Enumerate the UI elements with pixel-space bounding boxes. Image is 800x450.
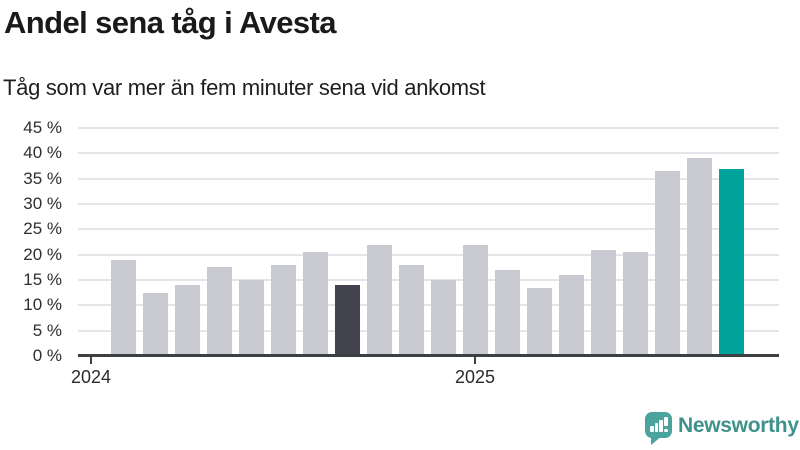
y-tick-label-20: 20 % (23, 244, 62, 264)
chart-title: Andel sena tåg i Avesta (4, 5, 337, 40)
y-tick-label-10: 10 % (23, 295, 62, 315)
gridline-35 (78, 177, 779, 180)
bar-2025-02 (494, 269, 520, 356)
x-tick-2024 (90, 357, 92, 364)
bar-2024-08 (302, 252, 328, 356)
bar-chart: 0 % 5 % 10 % 15 % 20 % 25 % 30 % 35 % 40 % 45 % 2… (0, 118, 800, 398)
bar-2024-09 (334, 285, 360, 356)
gridline-25 (78, 228, 779, 231)
y-tick-label-40: 40 % (23, 143, 62, 163)
bar-2025-04 (558, 274, 584, 356)
y-tick-label-30: 30 % (23, 194, 62, 213)
y-tick-label-15: 15 % (23, 270, 62, 289)
speech-bubble-tail (651, 436, 662, 445)
newsworthy-wordmark: Newsworthy (678, 414, 799, 437)
y-tick-label-25: 25 % (23, 219, 62, 239)
x-tick-label-2024: 2024 (70, 367, 112, 387)
bar-2024-03 (142, 292, 168, 356)
bar-2024-02 (110, 259, 136, 356)
bar-2024-05 (206, 267, 232, 356)
gridline-45 (78, 127, 779, 129)
y-tick-label-45: 45 % (23, 118, 62, 137)
newsworthy-chart-bubble-icon (645, 412, 672, 438)
chart-subtitle: Tåg som var mer än fem minuter sena vid … (3, 75, 486, 100)
gridline-20 (78, 253, 779, 256)
bar-2025-03 (526, 287, 552, 356)
gridline-5 (78, 329, 779, 332)
x-tick-label-2025: 2025 (454, 367, 496, 387)
x-axis-line (78, 354, 779, 357)
bar-2024-12 (430, 280, 456, 356)
y-tick-label-35: 35 % (23, 168, 62, 188)
bar-2024-10 (366, 244, 392, 356)
bar-2024-11 (398, 264, 424, 356)
gridline-10 (78, 304, 779, 307)
bar-2024-06 (238, 280, 264, 356)
bar-2025-09 (718, 168, 744, 356)
bar-2025-05 (590, 249, 616, 356)
bar-2025-06 (622, 252, 648, 356)
bar-2025-01 (462, 244, 488, 356)
x-tick-2025 (474, 357, 476, 364)
y-tick-label-5: 5 % (32, 320, 62, 340)
bar-2024-04 (174, 285, 200, 356)
gridline-15 (78, 279, 779, 281)
gridline-40 (78, 152, 779, 155)
bar-2025-08 (686, 158, 712, 356)
newsworthy-logo: Newsworthy (645, 412, 799, 446)
y-tick-label-0: 0 % (32, 346, 62, 365)
plot-area: 2024 2025 (71, 127, 779, 387)
bar-2024-07 (270, 264, 296, 356)
gridline-30 (78, 203, 779, 205)
bar-2025-07 (654, 171, 680, 356)
